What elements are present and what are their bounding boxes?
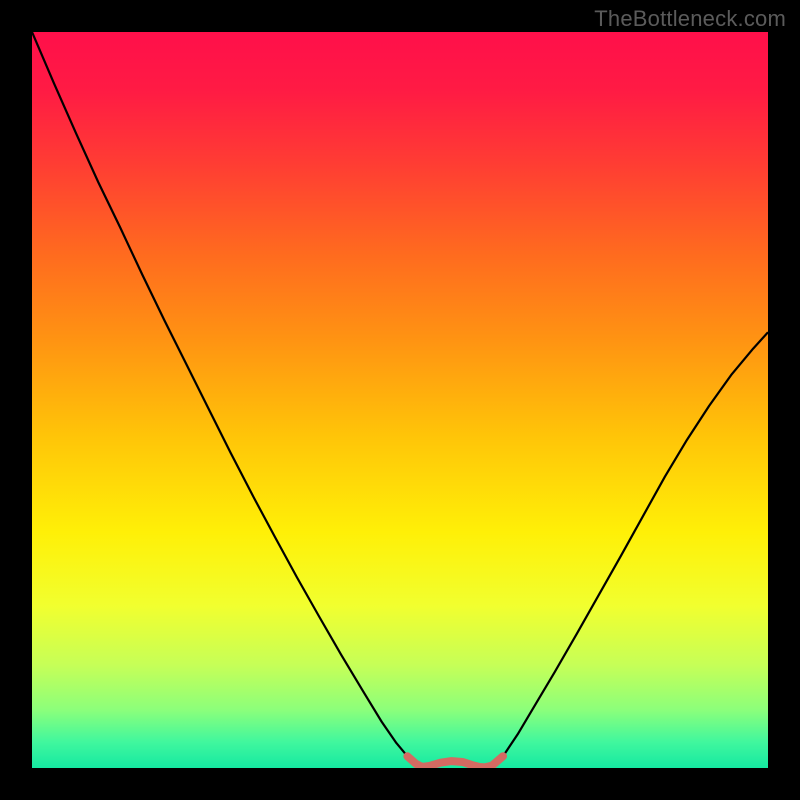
plot-area (32, 32, 768, 768)
chart-frame: TheBottleneck.com (0, 0, 800, 800)
plot-svg (32, 32, 768, 768)
watermark-text: TheBottleneck.com (594, 6, 786, 32)
gradient-background (32, 32, 768, 768)
